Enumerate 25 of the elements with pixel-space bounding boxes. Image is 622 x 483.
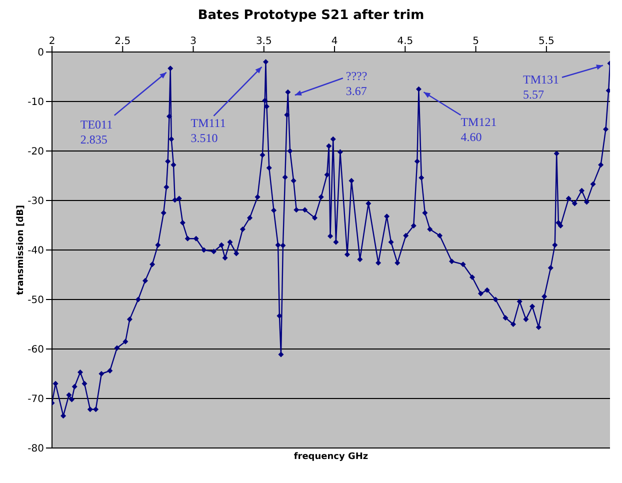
x-tick-label: 3 [190, 36, 196, 47]
y-tick-label: -80 [28, 444, 44, 455]
x-axis-title: frequency GHz [292, 452, 370, 462]
y-tick-label: -10 [28, 97, 44, 108]
x-tick-label: 5.5 [538, 36, 554, 47]
x-tick-label: 2 [48, 36, 56, 47]
annotation: TM121 4.60 [460, 115, 497, 144]
y-tick-label: -70 [28, 394, 44, 406]
y-tick-label: -30 [28, 196, 44, 208]
y-tick-label: 0 [38, 48, 44, 59]
annotation: TE011 2.835 [80, 117, 113, 146]
y-tick-label: -40 [28, 246, 44, 257]
y-tick-label: -50 [28, 295, 44, 306]
annotation: TM111 3.510 [190, 116, 226, 145]
chart-title: Bates Prototype S21 after trim [196, 8, 426, 25]
y-tick-label: -20 [28, 146, 44, 158]
x-tick-label: 5 [472, 36, 479, 47]
annotation: TM131 5.57 [523, 72, 559, 102]
x-tick-label: 4.5 [397, 36, 414, 47]
x-tick-label: 3.5 [256, 36, 272, 47]
annotation: ???? 3.67 [346, 69, 368, 98]
y-tick-label: -60 [28, 344, 44, 356]
x-tick-label: 4 [331, 36, 338, 47]
y-axis-title: transmission [dB] [16, 204, 26, 296]
x-tick-label: 2.5 [114, 36, 131, 47]
